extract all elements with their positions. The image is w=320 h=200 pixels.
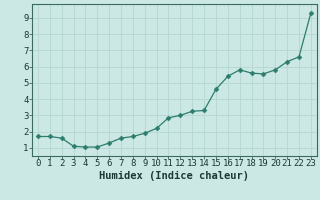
X-axis label: Humidex (Indice chaleur): Humidex (Indice chaleur) bbox=[100, 171, 249, 181]
